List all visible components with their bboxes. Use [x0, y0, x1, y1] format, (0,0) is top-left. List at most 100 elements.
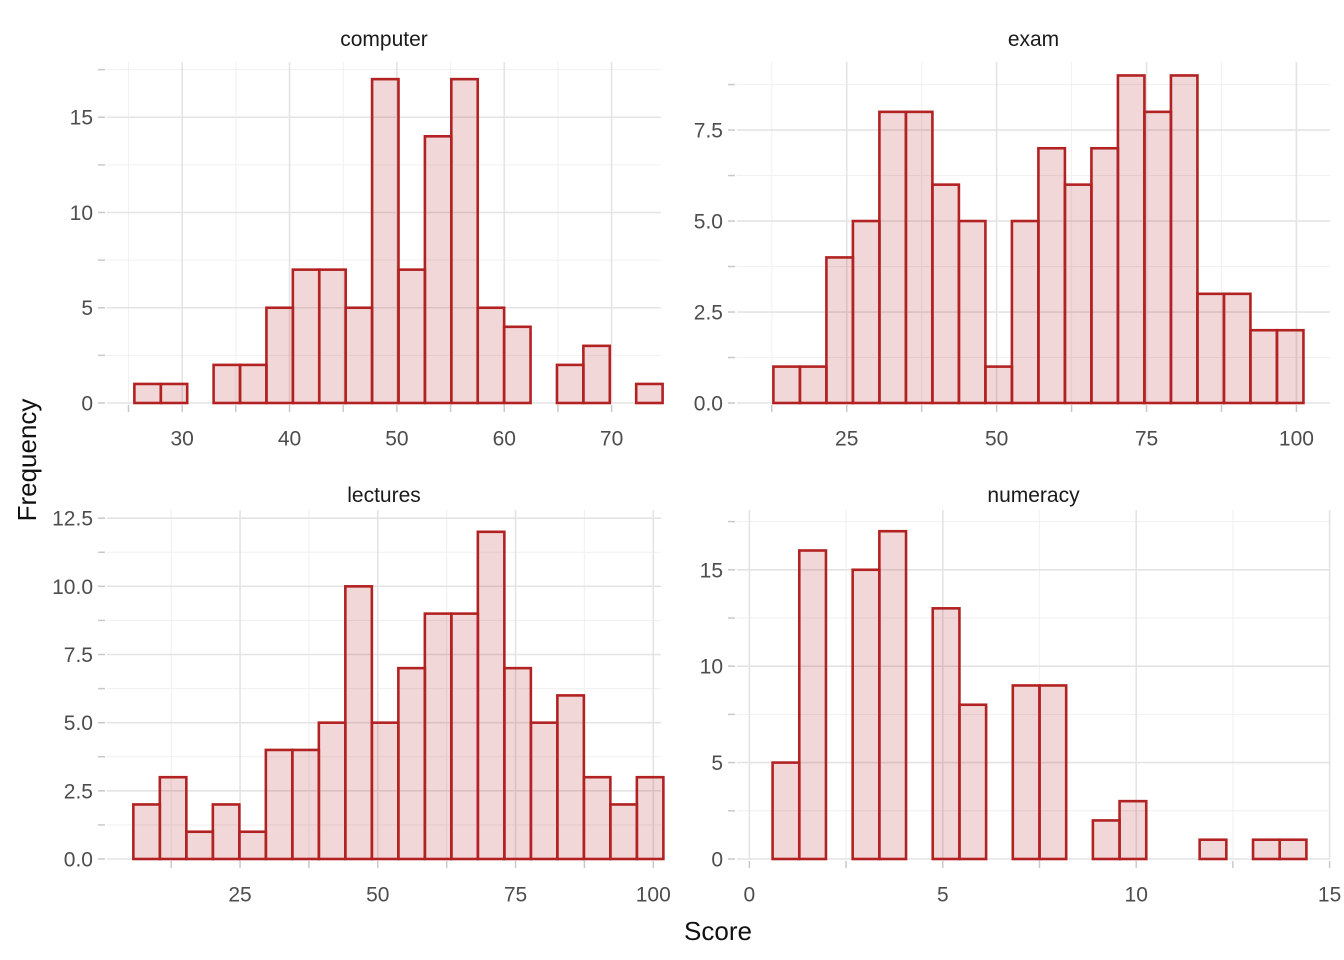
- histogram-bar: [370, 721, 400, 861]
- x-tick-label: 40: [278, 428, 301, 451]
- histogram-bar: [132, 803, 162, 861]
- histogram-bar: [958, 703, 988, 861]
- histogram-bar: [1169, 74, 1199, 405]
- histogram-bar: [931, 183, 961, 405]
- histogram-bar: [1010, 219, 1040, 405]
- histogram-bar: [370, 77, 400, 405]
- x-tick-label: 30: [170, 428, 193, 451]
- panel-title-computer: computer: [340, 28, 428, 51]
- x-tick-label: 60: [493, 428, 516, 451]
- histogram-bar: [904, 110, 934, 405]
- histogram-bar: [798, 365, 828, 405]
- histogram-bar: [582, 344, 612, 405]
- histogram-bar: [238, 363, 268, 405]
- histogram-bar: [957, 219, 987, 405]
- histogram-bar: [264, 748, 294, 861]
- histogram-bar: [158, 775, 188, 861]
- histogram-bar: [476, 306, 506, 405]
- histogram-bar: [878, 529, 908, 861]
- histogram-bar: [825, 256, 855, 405]
- histogram-bar: [317, 721, 347, 861]
- histogram-bar: [317, 268, 347, 405]
- histogram-bar: [582, 775, 612, 861]
- y-tick-label: 7.5: [64, 644, 93, 667]
- histogram-bar: [397, 666, 427, 861]
- x-tick-label: 50: [985, 428, 1008, 451]
- histogram-bar: [397, 268, 427, 405]
- y-tick-label: 5: [81, 297, 93, 320]
- x-tick-label: 75: [504, 884, 527, 907]
- x-tick-label: 10: [1125, 884, 1148, 907]
- histogram-bar: [291, 748, 321, 861]
- histogram-bar: [1011, 684, 1041, 861]
- panel-title-lectures: lectures: [347, 484, 421, 507]
- y-tick-label: 0.0: [694, 393, 723, 416]
- histogram-bar: [1198, 838, 1228, 861]
- histogram-bar: [476, 530, 506, 861]
- panel-title-numeracy: numeracy: [987, 484, 1080, 507]
- y-tick-label: 0: [711, 849, 723, 872]
- histogram-bar: [133, 382, 163, 405]
- histogram-bar: [634, 382, 664, 405]
- x-tick-label: 0: [744, 884, 756, 907]
- histogram-bar: [1091, 819, 1121, 861]
- histogram-bar: [555, 363, 585, 405]
- histogram-bar: [159, 382, 189, 405]
- histogram-bar: [344, 585, 374, 861]
- histogram-bar: [1275, 328, 1305, 405]
- histogram-bar: [1251, 838, 1282, 861]
- histogram-bar: [931, 607, 961, 861]
- x-tick-label: 100: [636, 884, 671, 907]
- histogram-bar: [211, 803, 241, 861]
- histogram-bar: [771, 761, 801, 861]
- y-tick-label: 0.0: [64, 849, 93, 872]
- histogram-bar: [450, 77, 480, 405]
- panel-title-exam: exam: [1008, 28, 1059, 51]
- y-tick-label: 10: [700, 656, 723, 679]
- histogram-bar: [797, 549, 828, 861]
- histogram-bar: [423, 612, 453, 861]
- y-tick-label: 10: [70, 202, 93, 225]
- histogram-bar: [1278, 838, 1308, 861]
- histogram-bar: [851, 219, 881, 405]
- histogram-bar: [265, 306, 295, 405]
- histogram-bar: [503, 666, 533, 861]
- x-tick-label: 25: [228, 884, 251, 907]
- x-tick-label: 75: [1135, 428, 1158, 451]
- histogram-bar: [291, 268, 321, 405]
- histogram-bar: [1116, 74, 1146, 405]
- histogram-bar: [1249, 328, 1279, 405]
- histogram-bar: [502, 325, 532, 405]
- y-tick-label: 5.0: [64, 712, 93, 735]
- histogram-bar: [423, 134, 453, 405]
- histogram-bar: [1222, 292, 1252, 405]
- histogram-bar: [212, 363, 242, 405]
- histogram-bar: [1143, 110, 1173, 405]
- histogram-bar: [1063, 183, 1093, 405]
- y-tick-label: 7.5: [694, 120, 723, 143]
- x-tick-label: 25: [835, 428, 858, 451]
- y-tick-label: 15: [70, 107, 93, 130]
- histogram-bar: [851, 568, 881, 861]
- y-tick-label: 2.5: [64, 780, 93, 803]
- histogram-bar: [1118, 799, 1148, 861]
- y-tick-label: 15: [700, 559, 723, 582]
- x-tick-label: 50: [385, 428, 408, 451]
- histogram-bar: [609, 803, 639, 861]
- histogram-bar: [344, 306, 374, 405]
- histogram-bar: [878, 110, 908, 405]
- histogram-bar: [556, 694, 586, 861]
- histogram-bar: [529, 721, 559, 861]
- y-tick-label: 5.0: [694, 211, 723, 234]
- y-tick-label: 2.5: [694, 302, 723, 325]
- x-tick-label: 50: [366, 884, 389, 907]
- y-tick-label: 12.5: [52, 508, 93, 531]
- y-tick-label: 0: [81, 393, 93, 416]
- histogram-bar: [185, 830, 215, 861]
- histogram-bar: [1037, 146, 1067, 405]
- x-tick-label: 15: [1318, 884, 1341, 907]
- x-tick-label: 100: [1279, 428, 1314, 451]
